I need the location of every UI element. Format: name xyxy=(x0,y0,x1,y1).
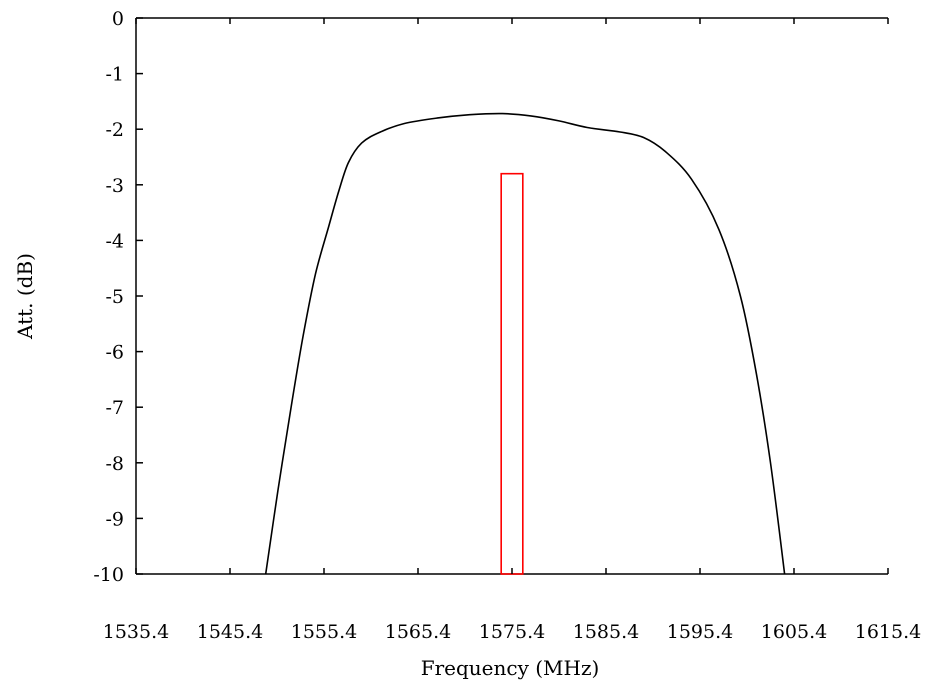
x-tick-label: 1585.4 xyxy=(573,621,639,643)
passband-marker xyxy=(500,172,524,575)
y-tick-label: -5 xyxy=(105,286,124,308)
y-tick-label: -9 xyxy=(105,508,124,530)
plot-area xyxy=(135,17,888,575)
y-tick-label: -2 xyxy=(105,119,124,141)
y-tick-label: 0 xyxy=(112,8,124,30)
x-tick-label: 1605.4 xyxy=(761,621,827,643)
x-tick-label: 1545.4 xyxy=(197,621,263,643)
y-tick-label: -4 xyxy=(105,230,124,252)
x-axis-title: Frequency (MHz) xyxy=(421,656,600,680)
x-axis-ticks: 1535.4 1545.4 1555.4 1565.4 1575.4 1585.4 1595… xyxy=(103,18,921,643)
attenuation-curve xyxy=(264,112,786,575)
y-tick-label: -7 xyxy=(105,397,124,419)
x-tick-label: 1615.4 xyxy=(855,621,921,643)
x-tick-label: 1565.4 xyxy=(385,621,451,643)
x-tick-label: 1535.4 xyxy=(103,621,169,643)
y-axis-title: Att. (dB) xyxy=(13,253,37,340)
y-tick-label: -6 xyxy=(105,342,124,364)
y-tick-label: -3 xyxy=(105,175,124,197)
x-tick-label: 1575.4 xyxy=(479,621,545,643)
y-tick-label: -1 xyxy=(105,64,124,86)
y-axis-ticks: 0 -1 -2 -3 -4 -5 -6 -7 -8 -9 -10 xyxy=(93,8,143,586)
x-tick-label: 1595.4 xyxy=(667,621,733,643)
x-tick-label: 1555.4 xyxy=(291,621,357,643)
y-tick-label: -10 xyxy=(93,564,124,586)
y-tick-label: -8 xyxy=(105,453,124,475)
